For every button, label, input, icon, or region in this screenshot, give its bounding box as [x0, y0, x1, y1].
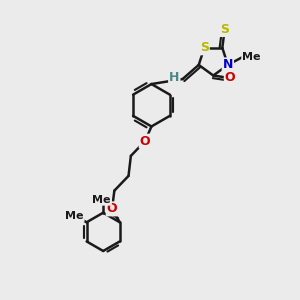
- Text: Me: Me: [65, 211, 84, 221]
- Text: O: O: [140, 135, 150, 148]
- Text: Me: Me: [92, 195, 111, 205]
- Text: O: O: [225, 71, 236, 84]
- Text: S: S: [220, 23, 229, 36]
- Text: N: N: [223, 58, 233, 71]
- Text: S: S: [200, 41, 209, 54]
- Text: Me: Me: [242, 52, 261, 62]
- Text: O: O: [107, 202, 117, 215]
- Text: H: H: [169, 71, 179, 84]
